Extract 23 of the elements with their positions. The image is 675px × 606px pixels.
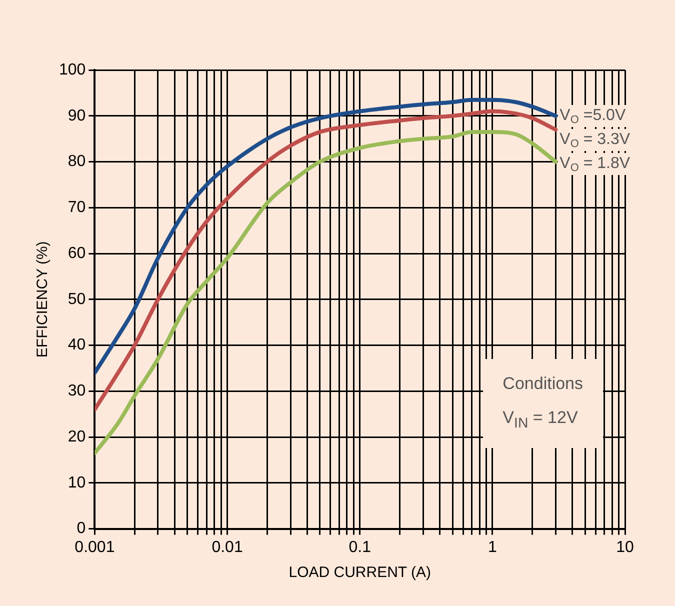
x-tick-label: 0.01 (212, 538, 243, 556)
annotation: V$_{IN}$ = 12V (502, 407, 579, 434)
y-tick-label: 100 (58, 61, 86, 78)
series-label: V$_{O}$ = 1.8V (558, 152, 632, 175)
y-tick-label: 0 (76, 520, 86, 538)
x-tick-label: 0.001 (74, 538, 115, 556)
y-tick-label: 60 (68, 244, 86, 262)
x-tick-label: 10 (616, 538, 634, 556)
y-axis-title: EFFICIENCY (%) (34, 241, 52, 358)
y-tick-label: 20 (68, 428, 86, 446)
y-tick-label: 80 (68, 153, 86, 170)
y-tick-label: 90 (68, 107, 86, 124)
annotation: Conditions (502, 373, 583, 396)
x-axis-title: LOAD CURRENT (A) (288, 564, 431, 582)
x-tick-label: 1 (488, 538, 497, 556)
y-tick-label: 30 (68, 382, 86, 400)
x-tick-label: 0.1 (348, 538, 372, 556)
y-tick-label: 70 (68, 199, 86, 216)
y-tick-label: 50 (68, 290, 86, 308)
series-label: V$_{O}$ =5.0V (558, 104, 628, 127)
y-tick-label: 10 (68, 474, 86, 492)
series-label: V$_{O}$ = 3.3V (558, 128, 632, 151)
y-tick-label: 40 (68, 336, 86, 354)
